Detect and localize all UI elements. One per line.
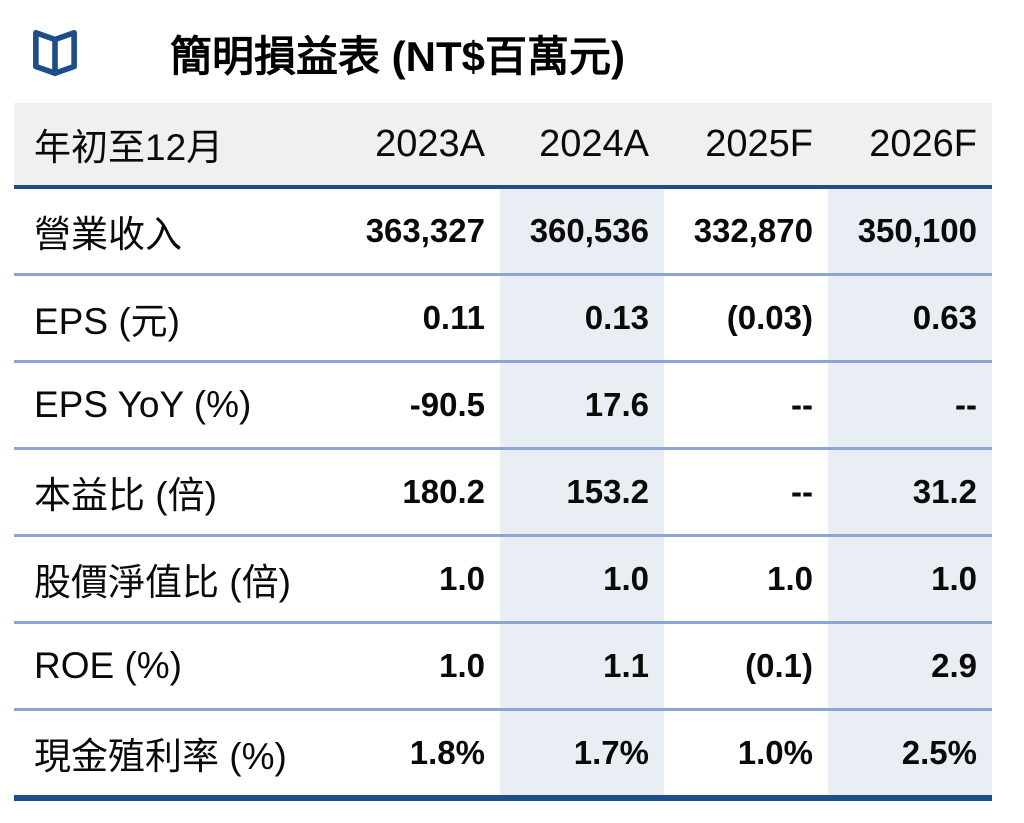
- cell-value: 1.0: [767, 560, 813, 597]
- cell-value: 1.0%: [737, 734, 813, 771]
- cell-value: 0.11: [422, 299, 485, 336]
- cell-value: 31.2: [828, 450, 992, 534]
- open-book-icon: [28, 25, 82, 81]
- cell-value: --: [791, 473, 813, 510]
- column-header-2023a: 2023A: [375, 122, 485, 165]
- table-row-eps: EPS (元) 0.11 0.13 (0.03) 0.63: [14, 276, 992, 363]
- table-row-roe: ROE (%) 1.0 1.1 (0.1) 2.9: [14, 624, 992, 711]
- table-row-pb-ratio: 股價淨值比 (倍) 1.0 1.0 1.0 1.0: [14, 537, 992, 624]
- cell-value: 2.9: [828, 624, 992, 708]
- table-row-pe-ratio: 本益比 (倍) 180.2 153.2 -- 31.2: [14, 450, 992, 537]
- table-title-row: 簡明損益表 (NT$百萬元): [28, 25, 1024, 81]
- income-statement-table: 年初至12月 2023A 2024A 2025F 2026F 營業收入 363,…: [14, 103, 992, 801]
- row-label: 股價淨值比 (倍): [34, 562, 291, 603]
- cell-value: 17.6: [500, 363, 664, 447]
- cell-value: (0.03): [726, 299, 813, 336]
- row-label: EPS YoY (%): [34, 384, 252, 425]
- cell-value: 153.2: [500, 450, 664, 534]
- cell-value: 363,327: [365, 212, 485, 249]
- row-label: 現金殖利率 (%): [34, 736, 287, 777]
- cell-value: 180.2: [402, 473, 485, 510]
- column-header-period: 年初至12月: [34, 127, 224, 168]
- cell-value: 1.0: [500, 537, 664, 621]
- page-title: 簡明損益表 (NT$百萬元): [170, 32, 625, 80]
- cell-value: (0.1): [745, 647, 813, 684]
- table-row-dividend-yield: 現金殖利率 (%) 1.8% 1.7% 1.0% 2.5%: [14, 711, 992, 801]
- cell-value: 0.63: [828, 276, 992, 360]
- cell-value: 2.5%: [828, 711, 992, 795]
- row-label: ROE (%): [34, 645, 182, 686]
- table-row-eps-yoy: EPS YoY (%) -90.5 17.6 -- --: [14, 363, 992, 450]
- cell-value: 1.0: [828, 537, 992, 621]
- column-header-2024a: 2024A: [539, 122, 649, 165]
- cell-value: --: [791, 386, 813, 423]
- column-header-2026f: 2026F: [869, 122, 977, 165]
- row-label: 營業收入: [34, 214, 182, 255]
- table-row-revenue: 營業收入 363,327 360,536 332,870 350,100: [14, 189, 992, 276]
- row-label: 本益比 (倍): [34, 475, 217, 516]
- cell-value: 360,536: [500, 189, 664, 273]
- cell-value: 1.8%: [409, 734, 485, 771]
- table-header-row: 年初至12月 2023A 2024A 2025F 2026F: [14, 103, 992, 189]
- row-label: EPS (元): [34, 301, 180, 342]
- column-header-2025f: 2025F: [705, 122, 813, 165]
- cell-value: 0.13: [500, 276, 664, 360]
- cell-value: 350,100: [828, 189, 992, 273]
- cell-value: 1.7%: [500, 711, 664, 795]
- cell-value: 1.0: [439, 560, 485, 597]
- cell-value: 332,870: [693, 212, 813, 249]
- cell-value: 1.1: [500, 624, 664, 708]
- cell-value: -90.5: [409, 386, 485, 423]
- cell-value: 1.0: [439, 647, 485, 684]
- cell-value: --: [828, 363, 992, 447]
